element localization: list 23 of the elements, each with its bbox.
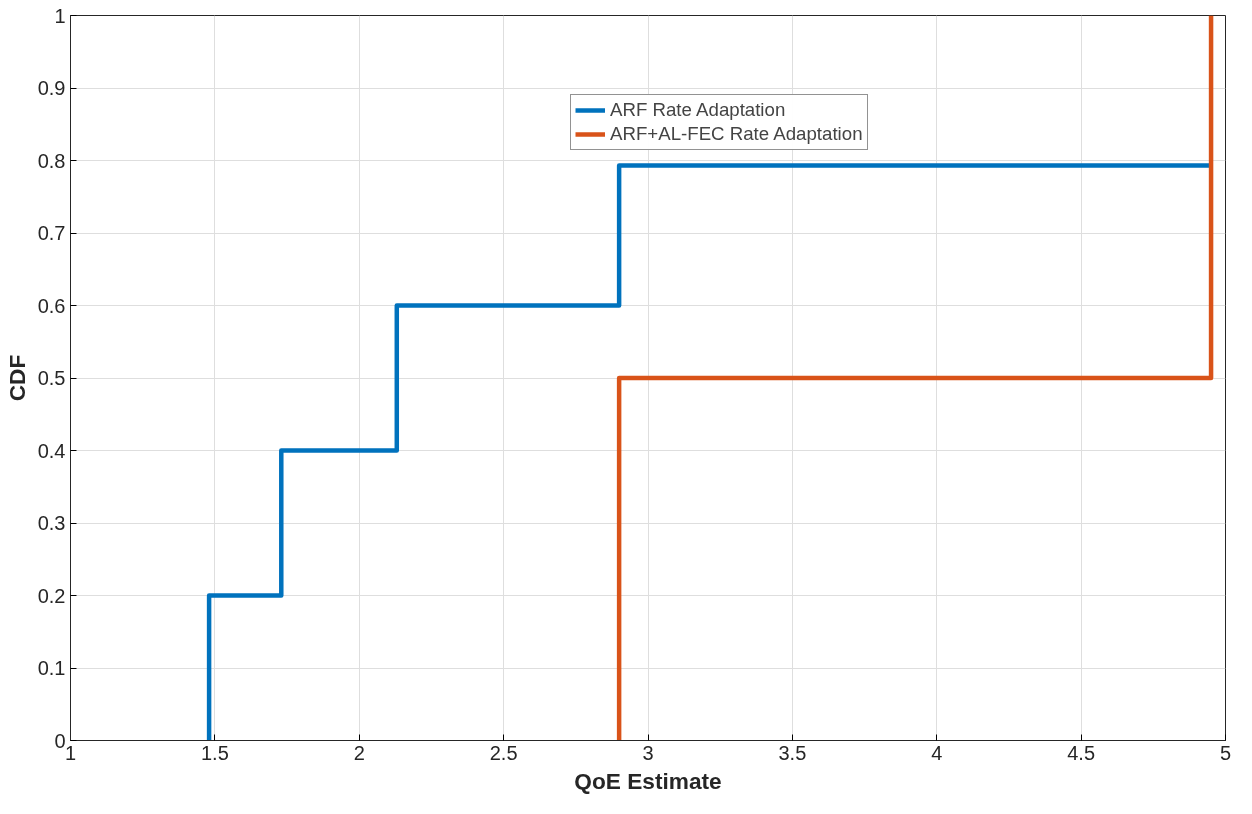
y-tick-label: 0.5 [37, 367, 66, 389]
x-axis-title: QoE Estimate [574, 767, 722, 794]
x-tick-label: 3.5 [778, 741, 807, 764]
y-tick-label: 1 [54, 4, 66, 27]
x-tick-label: 1.5 [200, 741, 229, 764]
y-tick-label: 0.7 [37, 222, 66, 244]
y-tick-label: 0.9 [37, 77, 66, 99]
y-tick-label: 0 [54, 729, 66, 752]
x-tick-label: 3 [642, 741, 654, 764]
legend-label: ARF+AL-FEC Rate Adaptation [610, 123, 863, 145]
x-tick-label: 2 [353, 741, 365, 764]
legend-label: ARF Rate Adaptation [610, 99, 786, 121]
y-axis-title: CDF [3, 354, 30, 402]
x-tick-label: 4.5 [1067, 741, 1096, 764]
y-tick-label: 0.2 [37, 584, 66, 607]
y-tick-label: 0.6 [37, 294, 66, 317]
y-tick-label: 0.8 [37, 149, 66, 172]
y-tick-label: 0.3 [37, 512, 66, 534]
x-tick-label: 5 [1219, 741, 1232, 764]
y-tick-label: 0.4 [37, 439, 66, 462]
y-tick-label: 0.1 [37, 657, 66, 679]
x-tick-label: 2.5 [489, 741, 518, 764]
x-tick-label: 4 [931, 741, 943, 764]
